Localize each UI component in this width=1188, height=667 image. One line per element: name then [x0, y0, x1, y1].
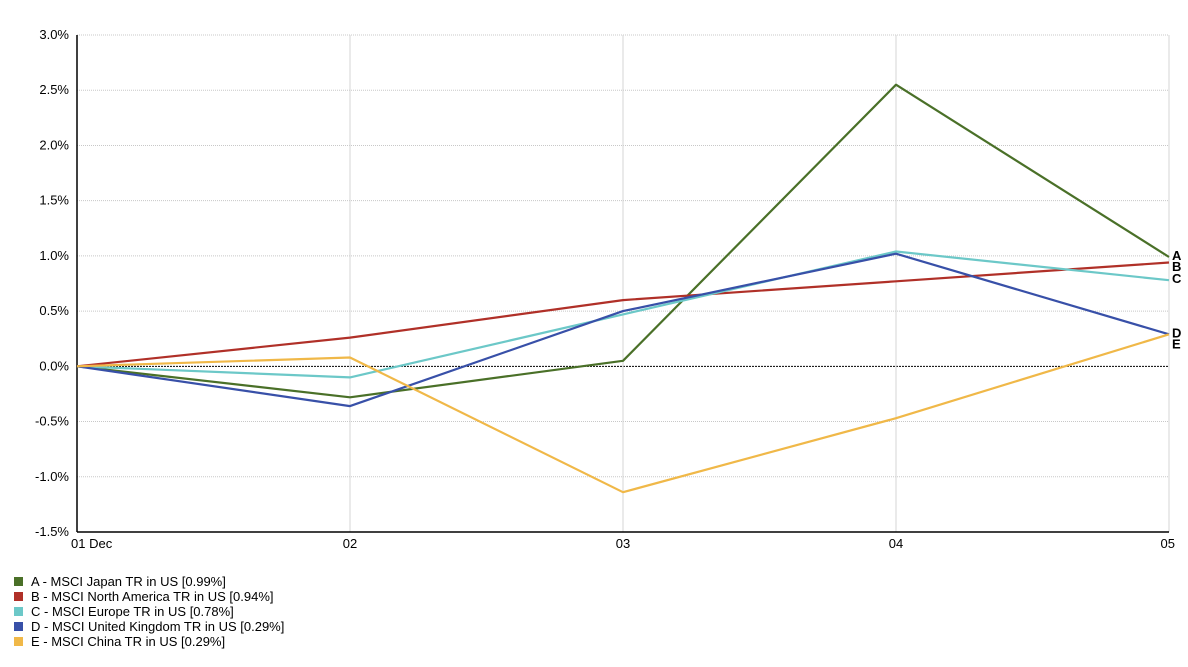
series-line-e	[76, 333, 1170, 494]
series-lines	[76, 83, 1170, 494]
legend-label: E - MSCI China TR in US [0.29%]	[31, 634, 226, 649]
legend-item: B - MSCI North America TR in US [0.94%]	[14, 589, 284, 604]
end-label-d: D	[1172, 325, 1181, 340]
y-tick-label: 1.0%	[39, 248, 69, 263]
legend-label: C - MSCI Europe TR in US [0.78%]	[31, 604, 234, 619]
line-chart: 3.0% 2.5% 2.0% 1.5% 1.0% 0.5% 0.0% -0.5% -1.0% -1…	[35, 27, 1182, 551]
legend-swatch	[14, 637, 23, 646]
legend-swatch	[14, 607, 23, 616]
legend-item: C - MSCI Europe TR in US [0.78%]	[14, 604, 284, 619]
series-line-d	[76, 252, 1170, 408]
x-tick-label: 03	[616, 536, 630, 551]
legend-label: B - MSCI North America TR in US [0.94%]	[31, 589, 274, 604]
end-labels: ABC DE	[1172, 248, 1182, 351]
legend-item: D - MSCI United Kingdom TR in US [0.29%]	[14, 619, 284, 634]
legend-swatch	[14, 577, 23, 586]
y-tick-label: -1.5%	[35, 524, 69, 539]
series-line-b	[76, 261, 1170, 368]
legend-label: D - MSCI United Kingdom TR in US [0.29%]	[31, 619, 285, 634]
y-tick-label: 2.5%	[39, 82, 69, 97]
y-tick-label: 2.0%	[39, 137, 69, 152]
x-tick-label: 01 Dec	[71, 536, 113, 551]
y-tick-label: -0.5%	[35, 414, 69, 429]
legend-swatch	[14, 622, 23, 631]
legend-item: A - MSCI Japan TR in US [0.99%]	[14, 574, 284, 589]
legend: A - MSCI Japan TR in US [0.99%] B - MSCI …	[14, 574, 284, 649]
grid-lines	[77, 34, 1170, 532]
end-label-b: B	[1172, 259, 1181, 274]
y-tick-label: 0.5%	[39, 303, 69, 318]
series-line-c	[76, 250, 1170, 379]
end-label-c: C	[1172, 271, 1182, 286]
x-tick-label: 05	[1161, 536, 1175, 551]
end-label-e: E	[1172, 336, 1181, 351]
legend-swatch	[14, 592, 23, 601]
y-tick-label: 3.0%	[39, 27, 69, 42]
axes: 3.0% 2.5% 2.0% 1.5% 1.0% 0.5% 0.0% -0.5% -1.0% -1…	[35, 27, 1175, 551]
y-tick-label: -1.0%	[35, 469, 69, 484]
x-tick-label: 02	[343, 536, 357, 551]
y-tick-label: 1.5%	[39, 193, 69, 208]
series-line-a	[76, 83, 1170, 399]
end-label-a: A	[1172, 248, 1182, 263]
x-tick-label: 04	[889, 536, 903, 551]
y-tick-label: 0.0%	[39, 358, 69, 373]
legend-item: E - MSCI China TR in US [0.29%]	[14, 634, 284, 649]
legend-label: A - MSCI Japan TR in US [0.99%]	[31, 574, 226, 589]
